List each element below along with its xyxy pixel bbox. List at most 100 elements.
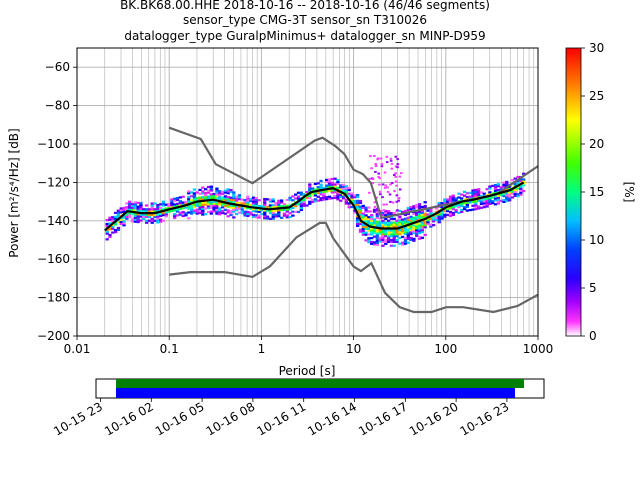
heatmap-cell (389, 231, 394, 234)
heatmap-cell (493, 195, 498, 198)
heatmap-cell (522, 189, 526, 193)
heatmap-cell (392, 223, 396, 226)
heatmap-cell (209, 200, 213, 204)
heatmap-cell (423, 212, 427, 215)
heatmap-cell (373, 154, 376, 157)
heatmap-cell (502, 200, 506, 204)
heatmap-cell (319, 183, 323, 186)
heatmap-cell (260, 212, 264, 216)
heatmap-cell (150, 221, 154, 224)
heatmap-cell (384, 225, 388, 228)
heatmap-cell (378, 217, 382, 220)
heatmap-cell (195, 191, 199, 194)
heatmap-cell (113, 215, 118, 218)
heatmap-cell (325, 190, 329, 193)
heatmap-cell (316, 182, 320, 185)
heatmap-cell (355, 194, 360, 197)
heatmap-cell (406, 241, 410, 244)
heatmap-cell (325, 178, 329, 182)
heatmap-cell (308, 200, 312, 203)
heatmap-cell (308, 202, 312, 205)
heatmap-cell (144, 210, 149, 213)
heatmap-cell (386, 236, 391, 240)
heatmap-cell (355, 205, 360, 208)
heatmap-cell (212, 204, 216, 207)
heatmap-cell (240, 210, 244, 213)
heatmap-cell (406, 218, 410, 221)
heatmap-cell (389, 233, 394, 236)
heatmap-cell (319, 179, 323, 183)
heatmap-cell (460, 197, 464, 200)
heatmap-cell (122, 224, 126, 227)
heatmap-cell (403, 219, 408, 222)
heatmap-cell (406, 222, 410, 225)
heatmap-cell (204, 188, 208, 191)
heatmap-cell (173, 213, 177, 216)
heatmap-cell (128, 204, 132, 207)
heatmap-cell (243, 214, 247, 217)
heatmap-cell (215, 191, 219, 194)
heatmap-cell (271, 213, 275, 216)
heatmap-cell (417, 228, 422, 231)
heatmap-cell (499, 193, 503, 197)
heatmap-cell (189, 195, 194, 198)
heatmap-cell (285, 210, 289, 213)
heatmap-cell (510, 190, 515, 193)
x-tick-label: 0.1 (160, 342, 179, 356)
heatmap-cell (310, 187, 315, 190)
heatmap-cell (403, 238, 408, 241)
heatmap-cell (113, 229, 118, 232)
heatmap-cell (423, 220, 427, 223)
heatmap-cell (423, 226, 427, 229)
heatmap-cell (417, 216, 422, 219)
heatmap-cell (420, 230, 425, 234)
heatmap-cell (209, 202, 213, 206)
heatmap-cell (477, 193, 481, 197)
heatmap-cell (457, 206, 461, 209)
heatmap-cell (181, 212, 185, 216)
heatmap-cell (285, 204, 289, 207)
heatmap-cell (153, 213, 157, 217)
heatmap-cell (462, 202, 467, 205)
heatmap-cell (401, 220, 405, 223)
heatmap-cell (251, 200, 256, 203)
heatmap-cell (299, 191, 304, 194)
heatmap-cell (232, 200, 236, 204)
heatmap-cell (420, 215, 425, 218)
heatmap-cell (493, 199, 498, 202)
heatmap-cell (341, 183, 346, 186)
heatmap-cell (291, 210, 295, 213)
heatmap-cell (364, 233, 368, 236)
heatmap-cell (327, 184, 332, 187)
heatmap-cell (417, 210, 422, 214)
heatmap-cell (167, 204, 171, 208)
heatmap-cell (392, 233, 396, 236)
heatmap-cell (136, 213, 140, 216)
heatmap-cell (327, 180, 332, 183)
heatmap-cell (350, 192, 354, 195)
heatmap-cell (251, 208, 256, 211)
heatmap-cell (437, 217, 441, 220)
heatmap-cell (327, 197, 332, 200)
heatmap-cell (358, 222, 363, 226)
heatmap-cell (263, 201, 267, 204)
heatmap-cell (392, 240, 396, 244)
heatmap-cell (381, 240, 385, 244)
heatmap-cell (370, 167, 373, 170)
heatmap-cell (426, 219, 430, 222)
heatmap-cell (187, 211, 191, 214)
heatmap-cell (271, 204, 275, 207)
heatmap-cell (381, 223, 385, 226)
heatmap-cell (423, 216, 427, 219)
heatmap-cell (282, 214, 287, 217)
heatmap-cell (471, 193, 475, 196)
heatmap-cell (296, 191, 301, 194)
heatmap-cell (125, 208, 129, 211)
heatmap-cell (277, 209, 281, 212)
heatmap-cell (232, 206, 236, 209)
heatmap-cell (153, 219, 157, 222)
heatmap-cell (263, 213, 267, 216)
heatmap-cell (223, 195, 228, 198)
heatmap-cell (215, 193, 219, 196)
heatmap-cell (417, 237, 422, 240)
